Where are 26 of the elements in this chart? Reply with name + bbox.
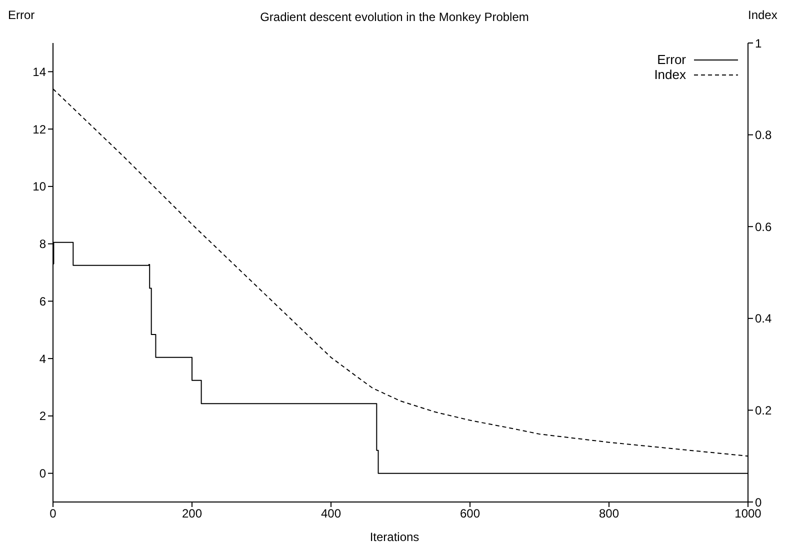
y-tick-label: 0 bbox=[39, 466, 46, 481]
y2-axis-title: Index bbox=[748, 8, 778, 22]
x-tick-label: 400 bbox=[320, 506, 342, 521]
y-tick-label: 12 bbox=[32, 122, 46, 136]
x-tick-label: 800 bbox=[598, 506, 620, 521]
y2-tick-label: 1 bbox=[755, 36, 762, 50]
y-tick-label: 2 bbox=[39, 409, 46, 424]
y-tick-label: 10 bbox=[32, 180, 46, 194]
y2-tick-label: 0 bbox=[755, 495, 762, 510]
x-tick-label: 200 bbox=[182, 506, 202, 521]
y-tick-label: 8 bbox=[39, 237, 46, 252]
y2-tick-label: 0.6 bbox=[755, 220, 772, 234]
x-tick-label: 1000 bbox=[734, 506, 762, 521]
y2-tick-label: 0.4 bbox=[755, 312, 772, 326]
chart-title: Gradient descent evolution in the Monkey Problem bbox=[260, 10, 529, 24]
x-tick-label: 600 bbox=[460, 506, 480, 521]
y-tick-label: 4 bbox=[39, 352, 46, 366]
y2-tick-label: 0.2 bbox=[755, 403, 772, 418]
y-tick-label: 6 bbox=[39, 294, 46, 308]
y2-tick-label: 0.8 bbox=[755, 128, 772, 142]
y-tick-label: 14 bbox=[32, 64, 46, 79]
y-axis-title: Error bbox=[8, 8, 35, 22]
x-axis-title: Iterations bbox=[368, 530, 420, 544]
legend-label: Index bbox=[654, 67, 686, 82]
legend-label: Error bbox=[657, 52, 686, 67]
x-tick-label: 0 bbox=[50, 506, 57, 521]
